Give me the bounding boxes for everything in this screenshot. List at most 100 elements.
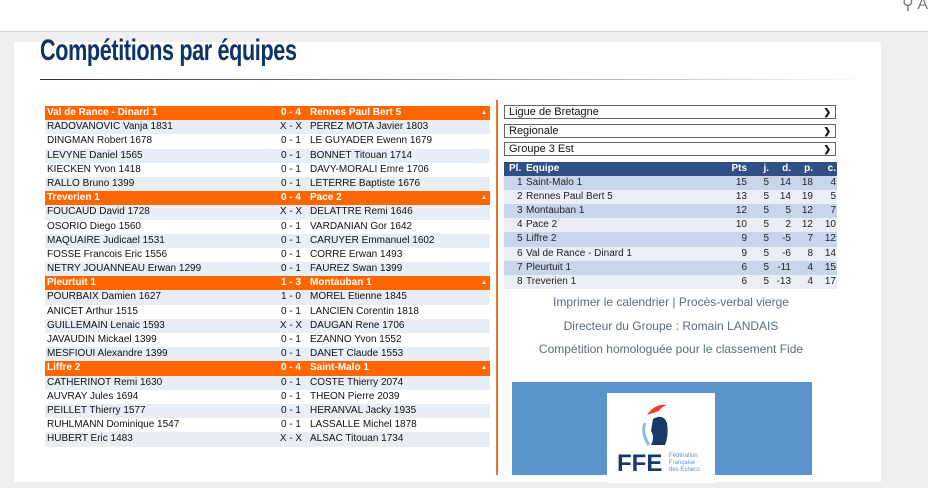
chevron-down-icon: ❯ xyxy=(823,126,831,136)
cell-p: 18 xyxy=(801,177,813,189)
cell-pl: 5 xyxy=(517,233,523,245)
svg-text:Française: Française xyxy=(669,460,696,466)
away-player: COSTE Thierry 2074 xyxy=(310,376,404,388)
cell-pts: 10 xyxy=(735,219,747,231)
away-player: CARUYER Emmanuel 1602 xyxy=(310,234,435,246)
collapse-triangle-icon[interactable]: ▲ xyxy=(481,195,487,202)
home-player: RADOVANOVIC Vanja 1831 xyxy=(47,121,173,133)
away-player: LASSALLE Michel 1878 xyxy=(310,419,417,431)
standings-row: 2 Rennes Paul Bert 5 13 5 14 19 5 xyxy=(504,190,837,205)
home-player: POURBAIX Damien 1627 xyxy=(47,291,161,303)
away-player: CORRE Erwan 1493 xyxy=(310,248,403,260)
home-player: ANICET Arthur 1515 xyxy=(47,305,138,317)
cell-c: 10 xyxy=(824,219,836,231)
away-player: LETERRE Baptiste 1676 xyxy=(310,177,421,189)
cell-eq[interactable]: Saint-Malo 1 xyxy=(526,177,583,189)
game-result: 0 - 1 xyxy=(280,234,301,246)
away-team: Pace 2 xyxy=(310,192,342,204)
away-player: EZANNO Yvon 1552 xyxy=(310,334,402,345)
cell-j: 5 xyxy=(763,205,769,217)
cut-text: A xyxy=(917,0,928,13)
cell-pts: 13 xyxy=(735,191,747,203)
match-score: 0 - 4 xyxy=(280,362,301,374)
cell-eq[interactable]: Rennes Paul Bert 5 xyxy=(526,191,613,203)
away-player: PEREZ MOTA Javier 1803 xyxy=(310,121,429,133)
home-player: RUHLMANN Dominique 1547 xyxy=(47,419,180,431)
cell-c: 12 xyxy=(824,233,836,245)
away-player: BONNET Titouan 1714 xyxy=(310,149,413,161)
home-player: GUILLEMAIN Lenaic 1593 xyxy=(47,319,165,331)
cell-eq[interactable]: Pleurtuit 1 xyxy=(526,261,572,273)
cell-c: 17 xyxy=(824,275,836,287)
game-row: FOSSE Francois Eric 1556 0 - 1 CORRE Erw… xyxy=(45,248,490,262)
cell-pl: 6 xyxy=(517,247,523,259)
match-header[interactable]: Pleurtuit 1 1 - 3 Montauban 1 ▲ xyxy=(45,276,490,291)
cell-pts: 9 xyxy=(741,247,747,259)
browser-topbar: ⚲ A xyxy=(0,0,928,32)
away-player: DANET Claude 1553 xyxy=(310,348,404,360)
cell-eq[interactable]: Montauban 1 xyxy=(526,205,585,217)
game-row: PEILLET Thierry 1577 0 - 1 HERANVAL Jack… xyxy=(45,403,490,419)
standings-header: Pl. Equipe Pts j. d. p. c. xyxy=(504,162,837,177)
division-select[interactable]: Regionale ❯ xyxy=(504,124,836,138)
game-result: 0 - 1 xyxy=(280,376,301,388)
game-row: HUBERT Eric 1483 X - X ALSAC Titouan 173… xyxy=(45,432,490,447)
game-result: 0 - 1 xyxy=(280,135,301,147)
home-player: KIECKEN Yvon 1418 xyxy=(47,163,141,175)
cell-eq[interactable]: Pace 2 xyxy=(526,219,558,231)
home-player: MESFIOUI Alexandre 1399 xyxy=(47,348,168,360)
print-calendar-link[interactable]: Imprimer le calendrier xyxy=(553,295,670,309)
game-row: FOUCAUD David 1728 X - X DELATTRE Remi 1… xyxy=(45,205,490,220)
away-player: DELATTRE Remi 1646 xyxy=(310,206,413,218)
game-result: 1 - 0 xyxy=(280,291,301,303)
collapse-triangle-icon[interactable]: ▲ xyxy=(481,365,487,372)
search-icon[interactable]: ⚲ A xyxy=(902,0,928,14)
game-result: 0 - 1 xyxy=(280,334,301,345)
standings-row: 5 Liffre 2 9 5 -5 7 12 xyxy=(504,232,837,247)
away-team: Rennes Paul Bert 5 xyxy=(310,107,402,118)
cell-pts: 12 xyxy=(735,205,747,217)
game-result: 0 - 1 xyxy=(280,220,301,232)
home-team: Liffre 2 xyxy=(47,362,81,374)
game-result: X - X xyxy=(279,433,303,445)
game-result: 0 - 1 xyxy=(280,348,301,360)
home-player: FOUCAUD David 1728 xyxy=(47,206,150,218)
match-header[interactable]: Treverien 1 0 - 4 Pace 2 ▲ xyxy=(45,191,490,206)
match-header[interactable]: Liffre 2 0 - 4 Saint-Malo 1 ▲ xyxy=(45,361,490,376)
away-player: FAUREZ Swan 1399 xyxy=(310,263,403,275)
ffe-banner[interactable]: FFE Fédération Française des Echecs xyxy=(512,382,812,483)
game-row: MESFIOUI Alexandre 1399 0 - 1 DANET Clau… xyxy=(45,347,490,362)
cell-d: 2 xyxy=(785,219,791,231)
home-player: CATHERINOT Remi 1630 xyxy=(47,376,163,388)
group-select[interactable]: Groupe 3 Est ❯ xyxy=(504,142,836,156)
blank-report-link[interactable]: Procès-verbal vierge xyxy=(678,295,789,309)
header-pl: Pl. xyxy=(509,163,522,174)
collapse-triangle-icon[interactable]: ▲ xyxy=(481,110,487,116)
game-row: RALLO Bruno 1399 0 - 1 LETERRE Baptiste … xyxy=(45,176,490,192)
game-result: 0 - 1 xyxy=(280,177,301,189)
cell-p: 7 xyxy=(807,233,813,245)
match-header[interactable]: Val de Rance - Dinard 1 0 - 4 Rennes Pau… xyxy=(45,106,490,121)
cell-j: 5 xyxy=(763,177,769,189)
cell-c: 14 xyxy=(824,247,836,259)
game-result: X - X xyxy=(279,121,303,133)
home-player: FOSSE Francois Eric 1556 xyxy=(47,248,168,260)
home-player: AUVRAY Jules 1694 xyxy=(47,390,139,402)
cell-eq[interactable]: Liffre 2 xyxy=(526,233,557,245)
game-row: AUVRAY Jules 1694 0 - 1 THEON Pierre 203… xyxy=(45,390,490,404)
league-select[interactable]: Ligue de Bretagne ❯ xyxy=(504,105,836,119)
svg-text:FFE: FFE xyxy=(617,450,662,477)
column-divider xyxy=(496,100,498,475)
title-divider xyxy=(40,79,870,80)
cell-pl: 1 xyxy=(517,177,523,189)
cell-eq[interactable]: Treverien 1 xyxy=(526,275,577,287)
home-player: MAQUAIRE Judicael 1531 xyxy=(47,234,165,246)
home-player: PEILLET Thierry 1577 xyxy=(47,404,146,416)
cell-j: 5 xyxy=(763,219,769,231)
cell-j: 5 xyxy=(763,247,769,259)
select-value: Groupe 3 Est xyxy=(509,143,574,155)
fide-note: Compétition homologuée pour le classemen… xyxy=(538,342,804,356)
collapse-triangle-icon[interactable]: ▲ xyxy=(481,280,487,287)
match-score: 0 - 4 xyxy=(280,192,301,204)
cell-eq[interactable]: Val de Rance - Dinard 1 xyxy=(526,247,632,259)
